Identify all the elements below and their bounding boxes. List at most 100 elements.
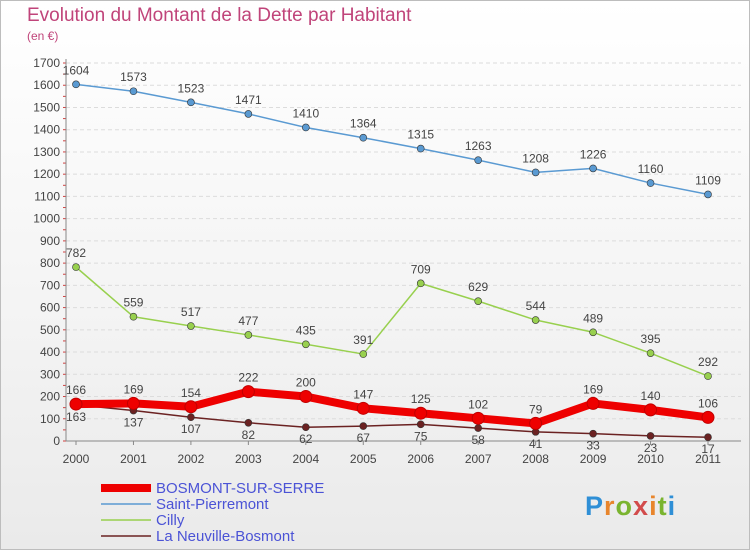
data-point xyxy=(69,397,83,411)
data-label: 1604 xyxy=(63,63,90,77)
data-label: 23 xyxy=(644,441,658,455)
y-tick-label: 1100 xyxy=(34,189,60,203)
data-label: 1410 xyxy=(292,106,319,120)
legend-label: Saint-Pierremont xyxy=(156,496,269,513)
y-tick-label: 1300 xyxy=(33,145,60,159)
x-tick-label: 2000 xyxy=(63,452,90,466)
data-label: 147 xyxy=(353,387,373,401)
data-point xyxy=(126,396,140,410)
data-label: 1364 xyxy=(350,117,377,131)
legend-label: BOSMONT-SUR-SERRE xyxy=(156,480,324,497)
data-point xyxy=(359,350,368,358)
data-label: 391 xyxy=(353,333,373,347)
data-label: 629 xyxy=(468,280,488,294)
data-label: 222 xyxy=(238,371,258,385)
data-label: 58 xyxy=(472,433,486,447)
data-point xyxy=(701,410,715,424)
data-label: 1208 xyxy=(522,151,549,165)
data-point xyxy=(187,322,195,330)
data-label: 106 xyxy=(698,396,718,410)
data-point xyxy=(704,433,712,442)
data-point xyxy=(416,420,425,429)
y-tick-label: 1600 xyxy=(33,78,60,92)
x-tick-label: 2010 xyxy=(637,452,664,466)
data-point xyxy=(241,385,255,399)
data-point xyxy=(474,297,482,305)
y-tick-label: 900 xyxy=(40,234,60,248)
data-point xyxy=(302,423,310,432)
y-tick-label: 1400 xyxy=(33,123,60,137)
y-tick-label: 600 xyxy=(40,301,60,315)
data-point xyxy=(471,411,485,425)
data-point xyxy=(72,263,80,271)
data-label: 435 xyxy=(296,323,316,337)
data-label: 200 xyxy=(296,376,316,390)
y-tick-label: 800 xyxy=(40,256,60,270)
x-tick-label: 2002 xyxy=(178,452,205,466)
data-point xyxy=(644,403,658,417)
x-tick-label: 2011 xyxy=(695,452,721,466)
y-tick-label: 300 xyxy=(40,367,60,381)
data-label: 782 xyxy=(66,246,86,260)
x-tick-label: 2004 xyxy=(292,452,319,466)
data-label: 67 xyxy=(357,431,371,445)
data-label: 163 xyxy=(66,410,86,424)
proxiti-logo: Proxiti xyxy=(585,491,677,521)
data-point xyxy=(646,349,655,357)
data-point xyxy=(302,340,310,349)
data-label: 489 xyxy=(583,311,603,325)
data-label: 1573 xyxy=(120,70,147,84)
data-label: 1523 xyxy=(178,81,205,95)
series-line xyxy=(72,387,712,428)
data-point xyxy=(244,110,253,118)
data-point xyxy=(589,429,597,438)
data-point xyxy=(529,416,543,430)
data-point xyxy=(302,123,310,132)
data-label: 33 xyxy=(586,439,600,453)
data-label: 79 xyxy=(529,402,543,416)
data-point xyxy=(646,179,655,187)
y-tick-label: 100 xyxy=(40,412,60,426)
data-label: 1109 xyxy=(695,173,721,187)
data-point xyxy=(187,413,195,422)
data-point xyxy=(299,390,313,404)
data-point xyxy=(356,401,370,415)
data-label: 292 xyxy=(698,355,718,369)
data-label: 395 xyxy=(641,332,661,346)
data-point xyxy=(72,80,80,89)
series-line xyxy=(75,266,709,377)
data-point xyxy=(416,279,425,288)
data-label: 41 xyxy=(529,437,543,451)
data-point xyxy=(187,98,195,107)
data-point xyxy=(474,424,482,432)
data-point xyxy=(129,312,138,321)
legend-label: La Neuville-Bosmont xyxy=(156,528,295,545)
data-point xyxy=(129,87,138,96)
data-point xyxy=(531,168,540,177)
x-tick-label: 2008 xyxy=(522,452,549,466)
data-label: 17 xyxy=(701,442,715,456)
legend-label: Cilly xyxy=(156,512,185,529)
y-tick-label: 400 xyxy=(40,345,60,359)
data-point xyxy=(244,331,253,339)
x-tick-label: 2003 xyxy=(235,452,262,466)
data-label: 1263 xyxy=(465,139,492,153)
data-label: 1226 xyxy=(580,147,607,161)
data-point xyxy=(646,432,655,440)
y-tick-label: 1200 xyxy=(33,167,60,181)
y-tick-label: 500 xyxy=(40,323,60,337)
x-tick-label: 2007 xyxy=(465,452,492,466)
data-point xyxy=(589,164,597,173)
data-label: 82 xyxy=(242,428,256,442)
data-point xyxy=(416,144,425,153)
data-point xyxy=(414,406,428,420)
series-line xyxy=(75,83,709,196)
data-label: 1471 xyxy=(235,93,262,107)
data-label: 102 xyxy=(468,397,488,411)
data-label: 1160 xyxy=(638,162,664,176)
data-point xyxy=(531,316,540,324)
data-label: 125 xyxy=(411,392,431,406)
x-tick-label: 2005 xyxy=(350,452,377,466)
data-label: 137 xyxy=(123,416,143,430)
